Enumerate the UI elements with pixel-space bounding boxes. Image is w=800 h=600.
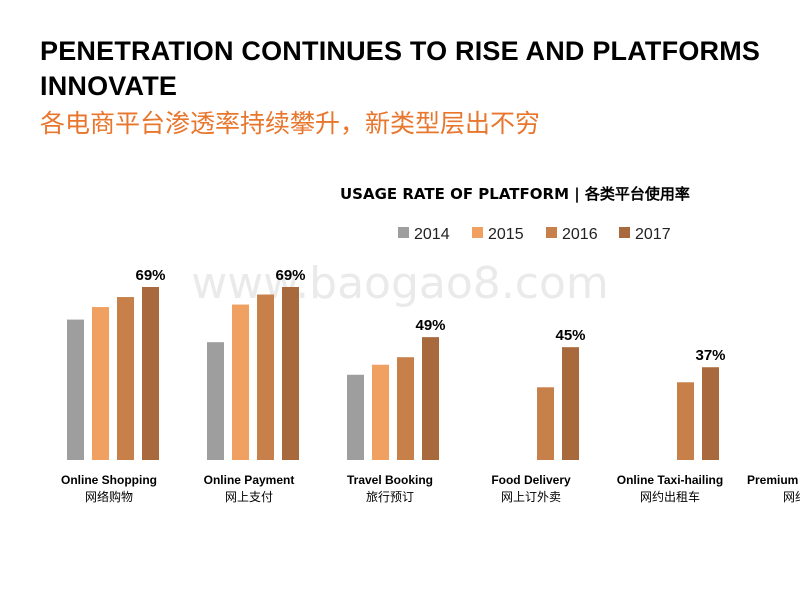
category-label-en-4: Online Taxi-hailing — [617, 473, 723, 487]
category-label-en-5: Premium / Express — [747, 473, 800, 487]
bar-2016-0 — [117, 297, 134, 460]
bar-2017-1 — [282, 287, 299, 460]
legend-swatch-2017 — [619, 227, 630, 238]
bar-2014-0 — [67, 319, 84, 460]
bar-2016-1 — [257, 294, 274, 460]
category-label-cn-5: 网约专 — [783, 489, 800, 504]
category-label-en-3: Food Delivery — [491, 473, 571, 487]
legend-swatch-2016 — [546, 227, 557, 238]
page-title: PENETRATION CONTINUES TO RISE AND PLATFO… — [40, 34, 800, 104]
data-label-2: 49% — [415, 317, 445, 334]
data-label-1: 69% — [275, 267, 305, 284]
category-label-cn-4: 网约出租车 — [640, 489, 700, 504]
bar-2017-0 — [142, 287, 159, 460]
bar-2017-4 — [702, 367, 719, 460]
page-title-line1: PENETRATION CONTINUES TO RISE AND PLATFO… — [40, 36, 761, 66]
watermark-text: www.baogao8.com — [191, 258, 608, 309]
page-title-line2: INNOVATE — [40, 71, 178, 101]
legend-label-2014: 2014 — [414, 226, 450, 243]
legend-label-2015: 2015 — [488, 226, 524, 243]
bar-2016-2 — [397, 357, 414, 460]
category-label-cn-1: 网上支付 — [225, 490, 273, 504]
data-label-3: 45% — [555, 327, 585, 344]
category-label-cn-0: 网络购物 — [85, 489, 133, 504]
legend-swatch-2014 — [398, 227, 409, 238]
data-label-4: 37% — [695, 347, 725, 364]
category-label-cn-2: 旅行预订 — [366, 490, 414, 504]
category-label-en-0: Online Shopping — [61, 473, 157, 487]
bar-2014-2 — [347, 374, 364, 460]
category-label-en-2: Travel Booking — [347, 473, 433, 487]
category-label-cn-3: 网上订外卖 — [501, 490, 561, 504]
legend-label-2016: 2016 — [562, 226, 598, 243]
bar-2014-1 — [207, 342, 224, 460]
category-label-en-1: Online Payment — [204, 473, 295, 487]
bar-2015-2 — [372, 364, 389, 460]
bar-2016-4 — [677, 382, 694, 460]
bar-2015-1 — [232, 304, 249, 460]
bar-2017-3 — [562, 347, 579, 460]
legend-swatch-2015 — [472, 227, 483, 238]
chart-title: USAGE RATE OF PLATFORM | 各类平台使用率 — [340, 185, 690, 204]
bar-2015-0 — [92, 307, 109, 460]
legend-label-2017: 2017 — [635, 226, 671, 243]
bar-2016-3 — [537, 387, 554, 460]
bar-2017-2 — [422, 337, 439, 460]
page-subtitle-cn: 各电商平台渗透率持续攀升，新类型层出不穷 — [40, 109, 541, 138]
data-label-0: 69% — [135, 267, 165, 284]
